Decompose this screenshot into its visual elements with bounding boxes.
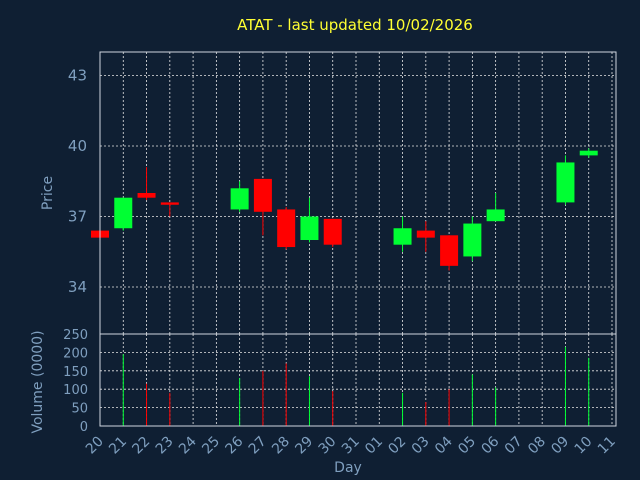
volume-tick-label: 0 xyxy=(80,420,88,435)
price-tick-label: 37 xyxy=(68,208,87,226)
candle-body xyxy=(463,223,482,257)
candle-body xyxy=(114,197,133,229)
candle-body xyxy=(323,218,342,245)
candle xyxy=(114,197,133,231)
candle-body xyxy=(486,209,505,222)
candle-body xyxy=(556,162,575,203)
candle xyxy=(253,178,272,236)
x-tick-label: 26 xyxy=(223,433,247,457)
x-tick-label: 10 xyxy=(572,434,596,458)
candle-body xyxy=(137,193,156,198)
price-panel-frame xyxy=(99,51,617,335)
price-tick-label: 34 xyxy=(68,278,87,296)
volume-panel-frame xyxy=(99,333,617,427)
x-tick-label: 24 xyxy=(176,433,200,457)
candle-body xyxy=(160,202,179,205)
candle-body xyxy=(230,188,249,210)
candle-body xyxy=(416,230,435,238)
volume-tick-labels: 0 50 100 150 200 250 xyxy=(63,328,88,435)
x-tick-label: 09 xyxy=(548,434,572,458)
x-tick-label: 21 xyxy=(106,434,130,458)
price-tick-labels: 34 37 40 43 xyxy=(68,67,87,297)
candle-body xyxy=(300,216,319,240)
candle xyxy=(323,218,342,248)
volume-tick-label: 100 xyxy=(63,383,88,398)
x-tick-label: 31 xyxy=(339,434,363,458)
x-tick-label: 07 xyxy=(502,434,526,458)
candle xyxy=(440,235,459,271)
candle xyxy=(556,155,575,205)
candle xyxy=(137,167,156,201)
candle xyxy=(277,207,296,250)
x-tick-label: 30 xyxy=(316,434,340,458)
price-grid xyxy=(99,52,616,334)
volume-tick-label: 250 xyxy=(63,328,88,343)
x-tick-label: 27 xyxy=(246,434,270,458)
x-tick-label: 28 xyxy=(269,434,293,458)
volume-tick-label: 200 xyxy=(63,346,88,361)
candle xyxy=(393,216,412,252)
candle-body xyxy=(253,178,272,212)
volume-tick-label: 50 xyxy=(71,402,88,417)
candle xyxy=(486,193,505,222)
x-tick-label: 05 xyxy=(455,434,479,458)
x-tick-label: 25 xyxy=(199,434,223,458)
candle-body xyxy=(579,150,598,156)
x-tick-label: 01 xyxy=(362,434,386,458)
x-axis-label: Day xyxy=(334,460,362,476)
volume-grid xyxy=(99,334,616,426)
x-tick-label: 02 xyxy=(385,434,409,458)
candle xyxy=(230,181,249,212)
x-tick-label: 04 xyxy=(432,433,456,457)
price-tick-label: 40 xyxy=(68,137,87,155)
x-tick-label: 08 xyxy=(525,434,549,458)
x-tick-label: 29 xyxy=(292,434,316,458)
x-tick-label: 06 xyxy=(479,433,503,457)
price-axis-label: Price xyxy=(40,176,56,210)
candle xyxy=(579,148,598,158)
candle xyxy=(160,202,179,217)
candles xyxy=(91,148,598,271)
candle-body xyxy=(393,228,412,245)
chart-title: ATAT - last updated 10/02/2026 xyxy=(237,16,473,34)
x-tick-labels: 20 21 22 23 24 25 26 27 28 29 30 31 01 02 03 04 05 06 07 08… xyxy=(83,433,619,457)
volume-bars xyxy=(122,346,590,426)
x-tick-label: 03 xyxy=(409,434,433,458)
x-tick-label: 23 xyxy=(153,434,177,458)
candle xyxy=(300,197,319,243)
price-tick-label: 43 xyxy=(68,67,87,85)
x-tick-label: 20 xyxy=(83,434,107,458)
x-tick-label: 11 xyxy=(595,434,619,458)
volume-tick-label: 150 xyxy=(63,365,88,380)
candle-body xyxy=(277,209,296,248)
candle xyxy=(416,221,435,252)
candle-body xyxy=(440,235,459,266)
volume-axis-label: Volume (0000) xyxy=(30,330,46,433)
candle xyxy=(463,216,482,262)
x-tick-label: 22 xyxy=(129,434,153,458)
